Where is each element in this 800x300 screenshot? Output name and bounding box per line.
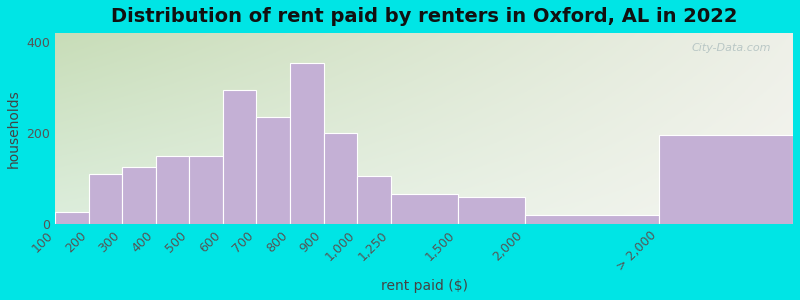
Bar: [390, 194, 458, 224]
Bar: [525, 215, 659, 224]
Bar: [190, 156, 223, 224]
X-axis label: rent paid ($): rent paid ($): [381, 279, 468, 293]
Bar: [357, 176, 390, 224]
Text: City-Data.com: City-Data.com: [691, 43, 771, 52]
Bar: [290, 63, 323, 224]
Bar: [659, 135, 793, 224]
Bar: [223, 90, 257, 224]
Bar: [458, 196, 525, 224]
Bar: [122, 167, 156, 224]
Bar: [323, 133, 357, 224]
Bar: [156, 156, 190, 224]
Title: Distribution of rent paid by renters in Oxford, AL in 2022: Distribution of rent paid by renters in …: [111, 7, 738, 26]
Y-axis label: households: households: [7, 89, 21, 168]
Bar: [55, 212, 89, 224]
Bar: [257, 117, 290, 224]
Bar: [89, 174, 122, 224]
